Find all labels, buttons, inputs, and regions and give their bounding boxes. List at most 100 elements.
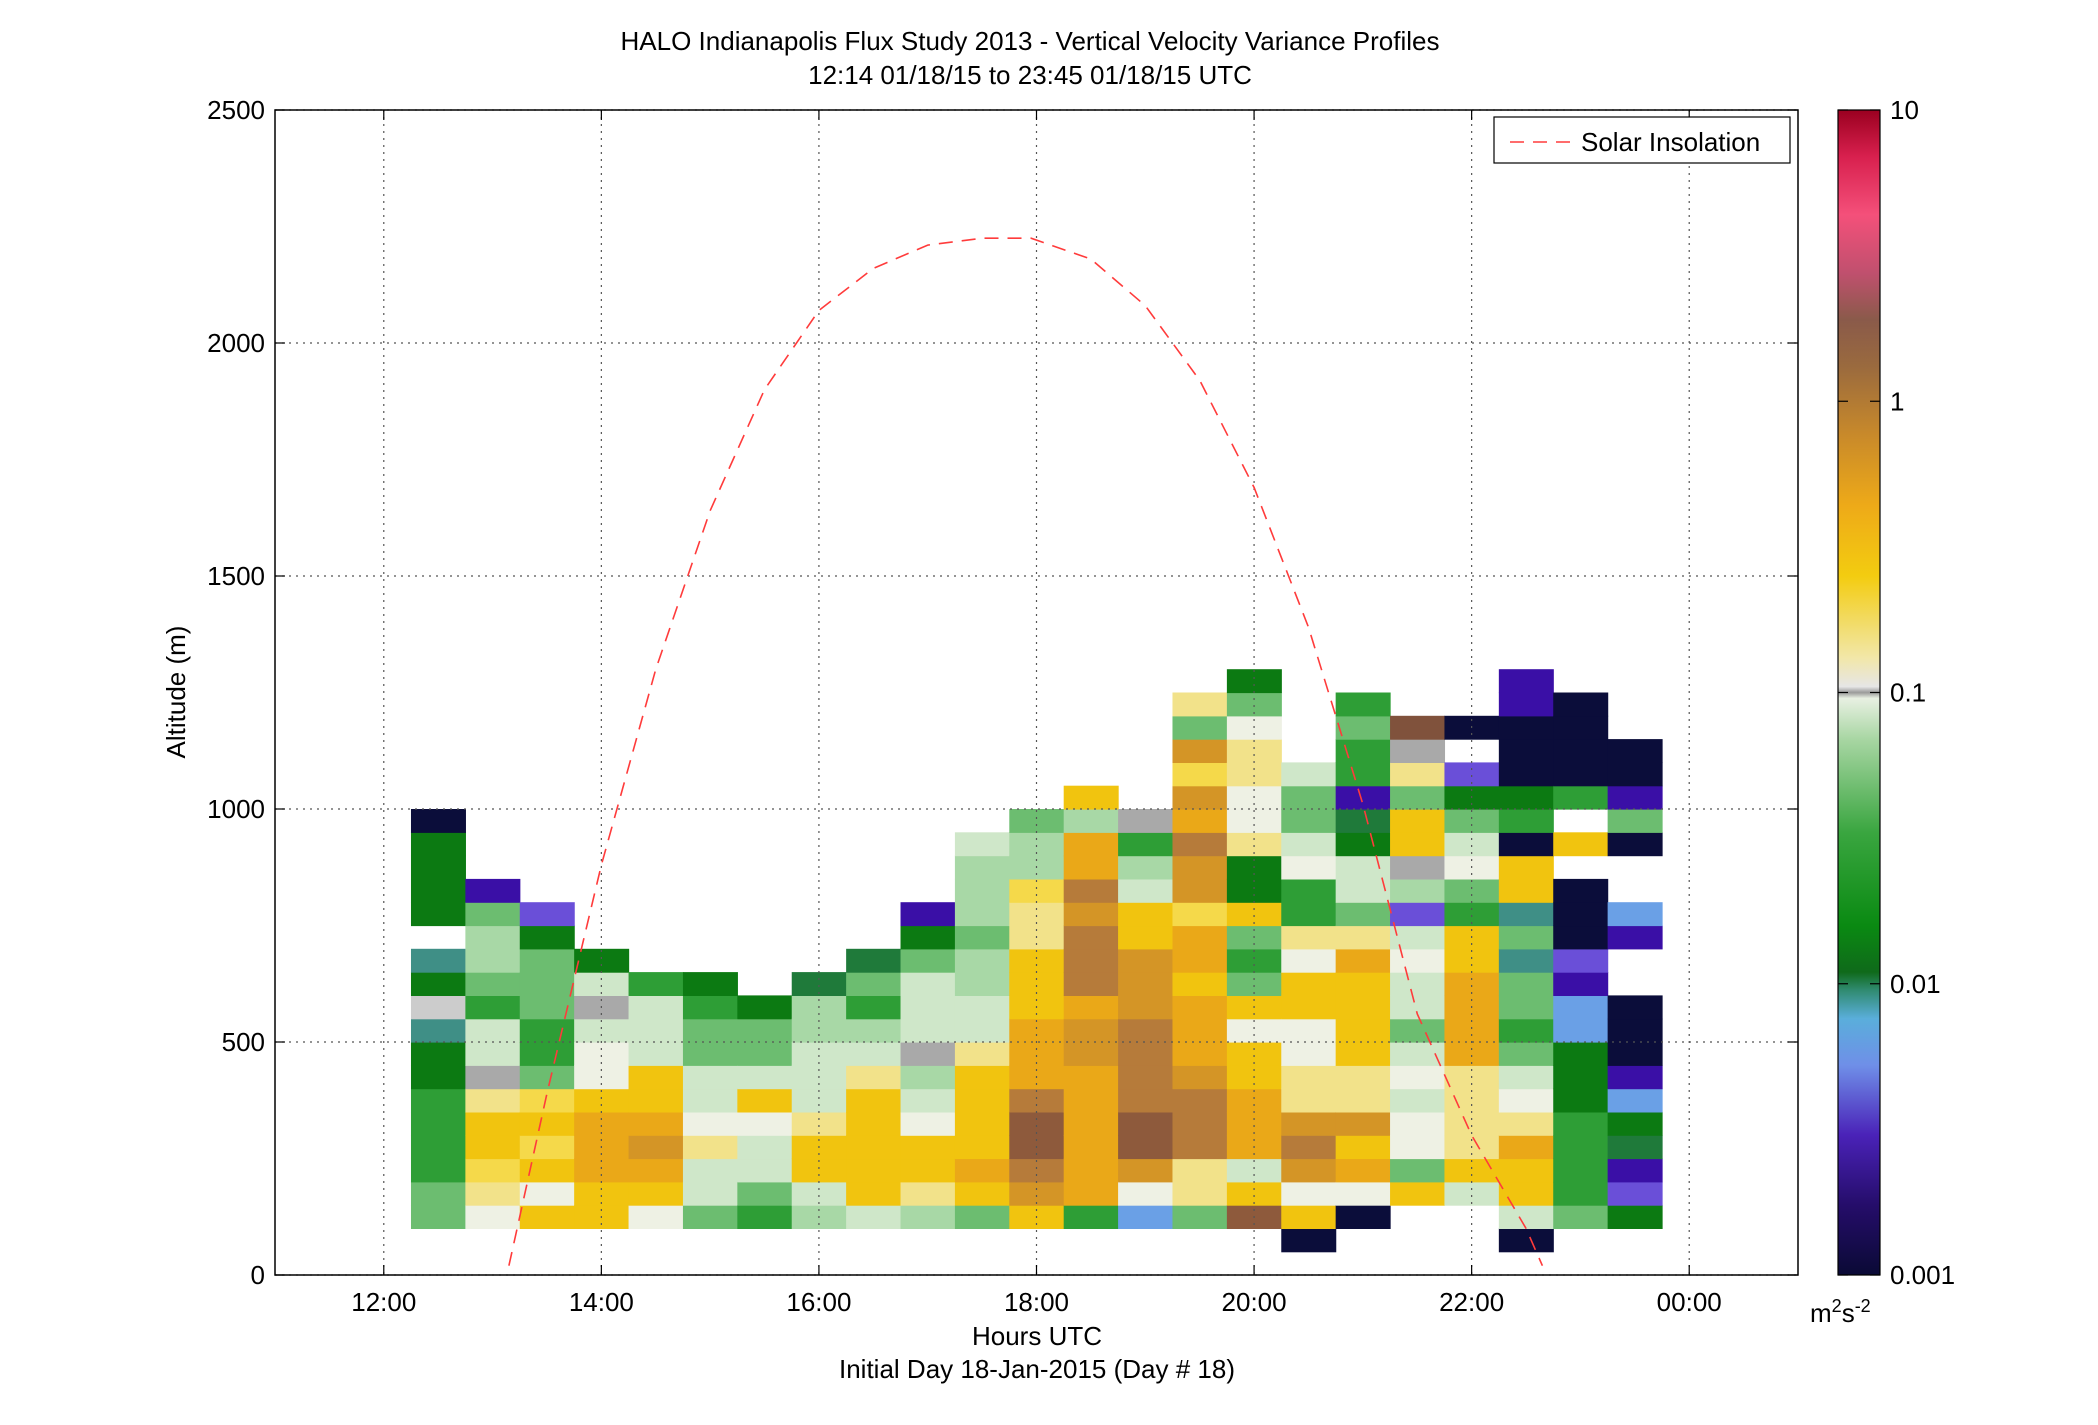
y-tick-label: 1000 [207,794,265,824]
heatmap-cell [1009,878,1065,903]
y-tick-label: 1500 [207,561,265,591]
heatmap-cell [519,948,575,973]
heatmap-cell [1118,1135,1174,1160]
heatmap-cell [791,1158,847,1183]
heatmap-cell [1390,925,1446,950]
heatmap-cell [682,972,738,996]
colorbar-tick-label: 0.01 [1890,969,1941,999]
heatmap-cell [465,925,521,950]
heatmap-cell [465,995,521,1020]
heatmap-cell [1172,1205,1228,1229]
heatmap-cell [900,925,956,950]
heatmap-cell [574,1042,630,1066]
heatmap-cell [1335,1181,1391,1206]
heatmap-cell [1390,715,1446,740]
heatmap-cell [1281,902,1337,927]
chart-title: HALO Indianapolis Flux Study 2013 - Vert… [621,26,1440,56]
heatmap-cell [1281,809,1337,833]
heatmap-cell [1118,1065,1174,1090]
heatmap-cell [1498,925,1554,950]
heatmap-cell [410,1088,466,1113]
heatmap-cell [954,1065,1010,1090]
heatmap-cell [1172,878,1228,903]
heatmap-cell [954,1018,1010,1043]
x-tick-label: 12:00 [351,1287,416,1317]
heatmap-cell [900,1042,956,1066]
heatmap-cell [954,1158,1010,1183]
heatmap-cell [682,995,738,1020]
heatmap-cell [1335,925,1391,950]
heatmap-cell [1226,948,1282,973]
heatmap-cell [1607,1205,1663,1229]
heatmap-cell [846,1065,902,1090]
colorbar-ticks: 0.001 0.01 0.1 1 10 [1838,95,1955,1290]
heatmap-cell [1009,972,1065,996]
heatmap-cell [1607,1111,1663,1136]
heatmap-cell [1281,1111,1337,1136]
heatmap-cell [846,1088,902,1113]
heatmap-cell [1226,1088,1282,1113]
heatmap-cell [1498,1158,1554,1183]
heatmap-cell [1553,692,1609,717]
heatmap-cell [1172,1065,1228,1090]
heatmap-cell [846,948,902,973]
heatmap-cell [465,1065,521,1090]
heatmap-cell [954,855,1010,880]
heatmap-cell [1281,855,1337,880]
heatmap-cell [1172,785,1228,810]
heatmap-cell [1118,809,1174,833]
heatmap-cell [1444,809,1500,833]
legend-box [1493,116,1791,164]
heatmap-cell [1009,832,1065,857]
heatmap-cell [1172,1042,1228,1066]
x-tick-label: 14:00 [569,1287,634,1317]
heatmap-cell [1444,1018,1500,1043]
heatmap-cell [1226,1018,1282,1043]
heatmap-cell [1444,1111,1500,1136]
heatmap-cell [1444,902,1500,927]
heatmap-cell [465,878,521,903]
heatmap-cell [410,948,466,973]
heatmap-cell [1118,925,1174,950]
heatmap-cell [519,1065,575,1090]
heatmap-cell [1335,739,1391,763]
heatmap-cell [954,972,1010,996]
y-axis: 0 500 1000 1500 2000 2500 [207,95,1798,1290]
heatmap-cell [1172,1088,1228,1113]
heatmap-cell [1009,1042,1065,1066]
heatmap-cell [1172,855,1228,880]
x-axis-sublabel: Initial Day 18-Jan-2015 (Day # 18) [839,1354,1235,1384]
heatmap-cell [1172,902,1228,927]
heatmap-cell [1390,809,1446,833]
heatmap-cell [1335,1088,1391,1113]
heatmap-cell [574,1181,630,1206]
heatmap-cell [1281,1042,1337,1066]
heatmap-cell [1498,762,1554,787]
heatmap-cell [1335,1018,1391,1043]
heatmap-cell [465,1135,521,1160]
heatmap-cell [900,1111,956,1136]
heatmap-cell [900,1088,956,1113]
heatmap-cell [1281,1088,1337,1113]
heatmap-cell [1063,785,1119,810]
heatmap-cell [410,1042,466,1066]
heatmap-cell [1390,785,1446,810]
heatmap-cell [1009,902,1065,927]
heatmap-cell [1498,902,1554,927]
colorbar-tick-label: 0.001 [1890,1260,1955,1290]
heatmap-cell [1335,809,1391,833]
heatmap-cell [628,1065,684,1090]
heatmap-cell [1553,948,1609,973]
heatmap-cell [1118,832,1174,857]
heatmap-cell [1607,1065,1663,1090]
heatmap-cell [1226,972,1282,996]
heatmap-cell [574,948,630,973]
heatmap-cell [410,972,466,996]
heatmap-cell [1553,995,1609,1020]
heatmap-cell [954,832,1010,857]
heatmap-cell [1390,832,1446,857]
heatmap-cell [846,1181,902,1206]
x-axis: 12:00 14:00 16:00 18:00 20:00 22:00 00:00 [351,110,1722,1317]
heatmap-cell [1498,972,1554,996]
